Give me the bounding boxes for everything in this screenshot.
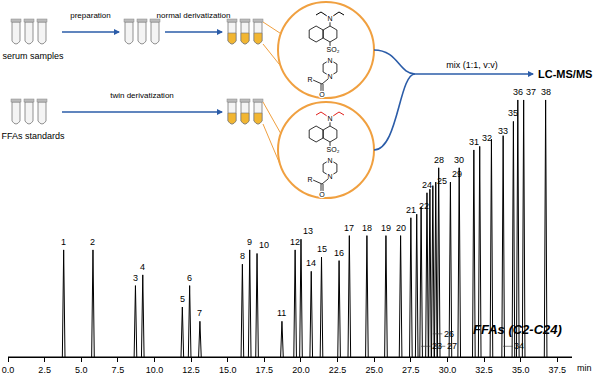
svg-text:32.5: 32.5 bbox=[475, 365, 493, 375]
svg-text:0.0: 0.0 bbox=[2, 365, 15, 375]
svg-text:23: 23 bbox=[432, 341, 442, 351]
svg-text:1: 1 bbox=[61, 237, 66, 247]
svg-text:5: 5 bbox=[180, 294, 185, 304]
svg-text:12: 12 bbox=[290, 237, 300, 247]
svg-text:3: 3 bbox=[133, 273, 138, 283]
svg-text:30: 30 bbox=[454, 155, 464, 165]
svg-text:9: 9 bbox=[247, 237, 252, 247]
svg-text:serum samples: serum samples bbox=[2, 51, 64, 61]
svg-text:7.5: 7.5 bbox=[112, 365, 125, 375]
svg-text:27: 27 bbox=[447, 341, 457, 351]
svg-text:17: 17 bbox=[344, 223, 354, 233]
svg-text:N: N bbox=[327, 15, 332, 22]
svg-text:N: N bbox=[327, 115, 332, 122]
svg-text:14: 14 bbox=[306, 258, 316, 268]
svg-text:30.0: 30.0 bbox=[439, 365, 457, 375]
svg-text:15: 15 bbox=[317, 244, 327, 254]
svg-text:29: 29 bbox=[452, 169, 462, 179]
svg-text:twin derivatization: twin derivatization bbox=[110, 91, 174, 100]
svg-text:SO₂: SO₂ bbox=[327, 146, 340, 153]
svg-text:38: 38 bbox=[541, 87, 551, 97]
svg-text:preparation: preparation bbox=[70, 11, 110, 20]
svg-text:10: 10 bbox=[259, 240, 269, 250]
svg-text:SO₂: SO₂ bbox=[327, 46, 340, 53]
svg-text:27.5: 27.5 bbox=[402, 365, 420, 375]
svg-text:normal derivatization: normal derivatization bbox=[157, 11, 231, 20]
svg-text:min: min bbox=[577, 363, 592, 373]
svg-text:8: 8 bbox=[240, 251, 245, 261]
svg-text:6: 6 bbox=[187, 273, 192, 283]
svg-text:22.5: 22.5 bbox=[329, 365, 347, 375]
svg-text:22: 22 bbox=[419, 201, 429, 211]
svg-text:N: N bbox=[327, 73, 332, 80]
svg-text:31: 31 bbox=[469, 137, 479, 147]
svg-text:35: 35 bbox=[508, 108, 518, 118]
svg-text:2: 2 bbox=[90, 237, 95, 247]
svg-text:4: 4 bbox=[140, 262, 145, 272]
svg-text:26: 26 bbox=[444, 329, 454, 339]
svg-text:O: O bbox=[319, 91, 325, 98]
svg-text:R: R bbox=[307, 76, 312, 83]
svg-text:18: 18 bbox=[362, 223, 372, 233]
svg-text:2.5: 2.5 bbox=[38, 365, 51, 375]
svg-text:R: R bbox=[307, 176, 312, 183]
svg-text:O: O bbox=[319, 191, 325, 198]
svg-text:LC-MS/MS: LC-MS/MS bbox=[538, 68, 592, 80]
svg-text:12.5: 12.5 bbox=[182, 365, 200, 375]
svg-text:37.5: 37.5 bbox=[549, 365, 567, 375]
svg-text:37: 37 bbox=[526, 87, 536, 97]
svg-text:25: 25 bbox=[437, 176, 447, 186]
svg-text:20.0: 20.0 bbox=[292, 365, 310, 375]
svg-text:36: 36 bbox=[513, 87, 523, 97]
svg-text:33: 33 bbox=[498, 126, 508, 136]
svg-text:35.0: 35.0 bbox=[512, 365, 530, 375]
svg-text:5.0: 5.0 bbox=[75, 365, 88, 375]
svg-text:13: 13 bbox=[303, 226, 313, 236]
svg-text:15.0: 15.0 bbox=[219, 365, 237, 375]
svg-text:32: 32 bbox=[482, 133, 492, 143]
svg-text:21: 21 bbox=[406, 205, 416, 215]
svg-text:FFAs (C2-C24): FFAs (C2-C24) bbox=[473, 322, 562, 337]
svg-text:7: 7 bbox=[197, 308, 202, 318]
svg-text:16: 16 bbox=[334, 248, 344, 258]
svg-text:10.0: 10.0 bbox=[146, 365, 164, 375]
svg-text:mix (1:1, v:v): mix (1:1, v:v) bbox=[446, 60, 498, 70]
svg-text:11: 11 bbox=[277, 308, 286, 318]
svg-text:17.5: 17.5 bbox=[256, 365, 274, 375]
svg-text:24: 24 bbox=[422, 180, 432, 190]
svg-text:N: N bbox=[327, 173, 332, 180]
svg-text:N: N bbox=[327, 157, 332, 164]
svg-text:25.0: 25.0 bbox=[365, 365, 383, 375]
svg-text:19: 19 bbox=[381, 223, 391, 233]
svg-text:34: 34 bbox=[514, 341, 524, 351]
svg-text:20: 20 bbox=[396, 223, 406, 233]
svg-text:28: 28 bbox=[434, 155, 444, 165]
svg-text:N: N bbox=[327, 57, 332, 64]
svg-text:FFAs standards: FFAs standards bbox=[1, 131, 65, 141]
